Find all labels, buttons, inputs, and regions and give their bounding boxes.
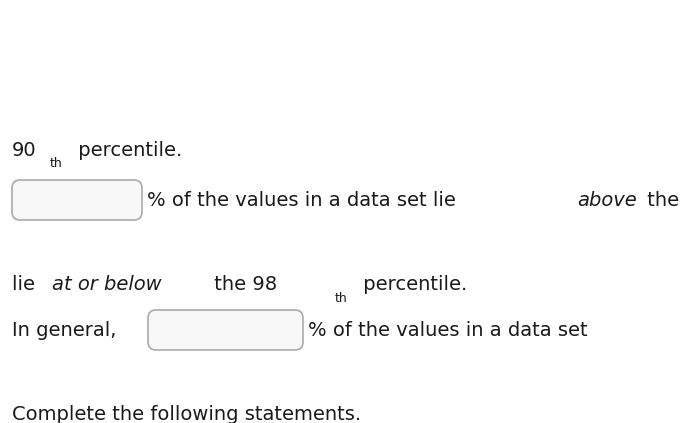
FancyBboxPatch shape bbox=[148, 310, 303, 350]
Text: percentile.: percentile. bbox=[72, 140, 183, 159]
Text: % of the values in a data set: % of the values in a data set bbox=[308, 321, 588, 340]
Text: th: th bbox=[335, 291, 348, 305]
Text: th: th bbox=[50, 157, 62, 170]
Text: % of the values in a data set lie: % of the values in a data set lie bbox=[147, 190, 462, 209]
Text: 90: 90 bbox=[12, 140, 37, 159]
Text: the: the bbox=[641, 190, 679, 209]
Text: Complete the following statements.: Complete the following statements. bbox=[12, 405, 361, 423]
Text: lie: lie bbox=[12, 275, 41, 294]
FancyBboxPatch shape bbox=[12, 180, 142, 220]
Text: In general,: In general, bbox=[12, 321, 117, 340]
Text: percentile.: percentile. bbox=[357, 275, 467, 294]
Text: at or below: at or below bbox=[52, 275, 162, 294]
Text: the 98: the 98 bbox=[208, 275, 277, 294]
Text: above: above bbox=[577, 190, 637, 209]
